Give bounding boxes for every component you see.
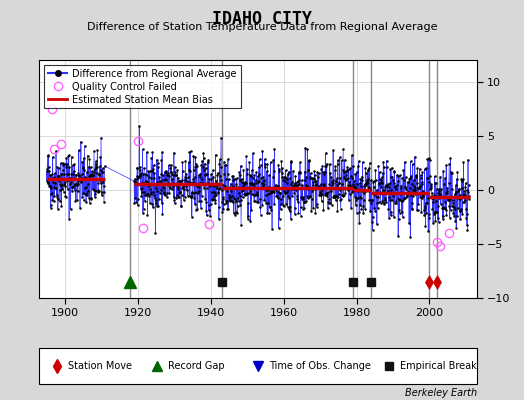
Text: Berkeley Earth: Berkeley Earth: [405, 388, 477, 398]
Text: IDAHO CITY: IDAHO CITY: [212, 10, 312, 28]
Text: Difference of Station Temperature Data from Regional Average: Difference of Station Temperature Data f…: [87, 22, 437, 32]
Text: Record Gap: Record Gap: [168, 361, 225, 371]
Text: Empirical Break: Empirical Break: [400, 361, 477, 371]
Text: Station Move: Station Move: [68, 361, 132, 371]
Legend: Difference from Regional Average, Quality Control Failed, Estimated Station Mean: Difference from Regional Average, Qualit…: [44, 65, 241, 108]
FancyBboxPatch shape: [39, 348, 477, 384]
Text: Time of Obs. Change: Time of Obs. Change: [269, 361, 371, 371]
